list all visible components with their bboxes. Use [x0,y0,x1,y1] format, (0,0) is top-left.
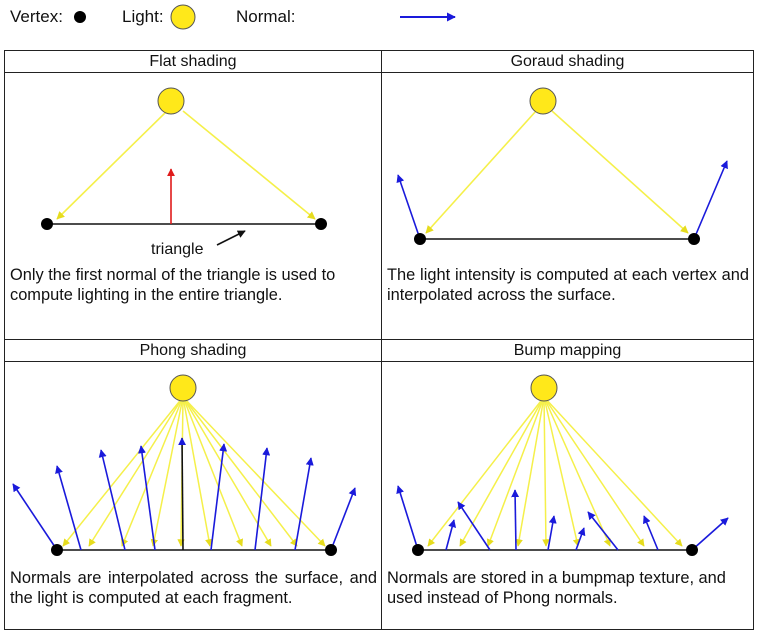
light-ray [551,110,689,234]
vertex-normal-arrow [693,160,728,240]
normal-arrow [575,527,586,551]
panel-description: The light intensity is computed at each … [387,266,749,304]
normal-arrow [12,483,58,551]
light-ray [542,396,550,547]
normal-arrow [396,485,419,551]
normal-arrow [643,515,659,551]
light-ray [425,110,537,234]
light-ray [182,396,298,547]
vertex-dot [51,544,63,556]
legend-symbols [74,4,456,30]
light-ray [486,396,545,547]
normal-arrow [178,437,187,551]
panel-description: Only the first normal of the triangle is… [10,266,336,304]
normal-arrow [330,487,357,551]
normal-arrow [587,511,619,551]
normal-arrow [254,447,271,551]
panel-description: Normals are interpolated across the surf… [10,569,377,607]
light-ray [182,396,213,547]
panel-goraud-shading: Goraud shading The light intensity is co… [382,51,753,340]
vertex-normal-arrow [396,174,421,240]
bumpmap-normals [396,485,729,551]
light-ray [150,396,184,547]
legend-vertex-label: Vertex: [10,7,63,26]
light-ray [121,396,184,547]
light-ray [62,396,184,547]
vertex-dot [412,544,424,556]
light-source [530,374,558,402]
light-rays [62,396,326,547]
light-source [169,374,197,402]
panel-flat-shading: Flat shading triangle Only the first nor… [5,51,382,340]
legend-light-circle [170,4,196,30]
light-source [529,87,557,115]
vertex-dot [688,233,700,245]
legend-normal-label: Normal: [236,7,296,26]
triangle-annotation: triangle [151,241,204,258]
vertex-dot [325,544,337,556]
normal-arrow [137,445,156,551]
panel-title: Phong shading [5,340,381,362]
flat-shading-figure: triangle [41,87,327,258]
legend-vertex-dot [74,11,86,23]
panel-title: Goraud shading [382,51,753,73]
normal-arrow [691,517,729,551]
normal-arrow [445,519,457,551]
bump-mapping-figure [396,374,729,556]
light-ray [182,396,244,547]
shading-comparison-grid: Flat shading triangle Only the first nor… [4,50,754,630]
vertex-dot [41,218,53,230]
light-ray [427,396,545,547]
normal-arrow [457,501,491,551]
panel-title: Bump mapping [382,340,753,362]
light-ray [543,396,611,547]
normal-arrow [98,449,126,551]
goraud-shading-figure [396,87,728,245]
panel-title: Flat shading [5,51,381,73]
legend: Vertex: Light: Normal: [0,0,758,40]
vertex-dot [315,218,327,230]
panel-description: Normals are stored in a bumpmap texture,… [387,569,726,607]
light-ray [543,396,581,547]
normal-arrow [55,465,82,551]
interpolated-normals [12,437,357,551]
panel-phong-shading: Phong shading [5,340,382,629]
panel-bump-mapping: Bump mapping [382,340,753,629]
light-ray [182,396,326,547]
light-ray [543,396,645,547]
legend-light-label: Light: [122,7,164,26]
vertex-dot [414,233,426,245]
light-ray [182,396,272,547]
triangle-pointer-arrow [216,230,246,246]
normal-arrow [511,489,520,551]
vertex-dot [686,544,698,556]
light-ray [515,396,545,547]
light-ray [459,396,545,547]
light-ray [56,110,168,220]
light-rays [427,396,683,547]
normal-arrow [210,443,228,551]
phong-shading-figure [12,374,357,556]
normal-arrow [547,515,557,551]
light-ray [543,396,683,547]
light-ray [88,396,184,547]
normal-arrow [294,457,314,551]
light-ray [182,110,316,220]
light-source [157,87,185,115]
